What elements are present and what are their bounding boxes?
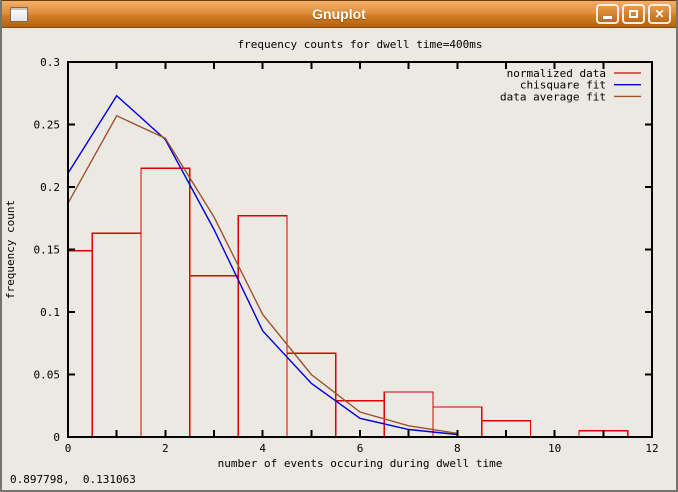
maximize-icon bbox=[629, 10, 638, 18]
fit-line-chisquare-fit bbox=[67, 94, 458, 436]
histogram-bar bbox=[189, 275, 239, 438]
close-icon: ✕ bbox=[654, 7, 665, 21]
legend-label-chisquare-fit: chisquare fit bbox=[520, 79, 606, 92]
minimize-icon bbox=[603, 16, 612, 19]
x-tick-label: 12 bbox=[645, 442, 658, 455]
window-title: Gnuplot bbox=[312, 6, 366, 22]
legend-label-normalized-data: normalized data bbox=[507, 67, 606, 80]
histogram-bar bbox=[67, 250, 93, 438]
minimize-button[interactable] bbox=[596, 4, 619, 24]
y-tick-label: 0.15 bbox=[34, 244, 61, 257]
y-axis-ticks: 0 0.05 0.1 0.15 0.2 0.25 0.3 bbox=[34, 56, 652, 444]
x-tick-label: 4 bbox=[259, 442, 266, 455]
plot-border bbox=[67, 61, 653, 438]
plot-canvas[interactable]: 0 2 4 6 8 10 12 0 0.05 0.1 0.15 0.2 0.25 0.3 frequency… bbox=[2, 28, 676, 490]
plot-title: frequency counts for dwell time=400ms bbox=[237, 38, 482, 51]
x-tick-label: 10 bbox=[548, 442, 561, 455]
y-tick-label: 0.25 bbox=[34, 119, 61, 132]
window-menu-icon[interactable] bbox=[10, 6, 28, 22]
series-data-average-fit bbox=[67, 114, 458, 434]
x-tick-label: 2 bbox=[162, 442, 169, 455]
series-chisquare-fit bbox=[67, 94, 458, 436]
x-tick-label: 8 bbox=[454, 442, 461, 455]
fit-line-data-average-fit bbox=[67, 114, 458, 434]
histogram-bar bbox=[91, 232, 142, 438]
plot-client-area: 0 2 4 6 8 10 12 0 0.05 0.1 0.15 0.2 0.25 0.3 frequency… bbox=[2, 28, 676, 490]
x-axis-ticks: 0 2 4 6 8 10 12 bbox=[65, 62, 659, 455]
histogram-bar bbox=[237, 215, 288, 438]
maximize-button[interactable] bbox=[622, 4, 645, 24]
x-tick-label: 6 bbox=[357, 442, 364, 455]
series-normalized-data bbox=[67, 167, 629, 438]
y-axis-label: frequency count bbox=[4, 200, 17, 299]
y-tick-label: 0.2 bbox=[40, 181, 60, 194]
y-tick-label: 0 bbox=[53, 431, 60, 444]
window-controls: ✕ bbox=[593, 4, 671, 24]
titlebar[interactable]: Gnuplot ✕ bbox=[2, 0, 676, 28]
y-tick-label: 0.1 bbox=[40, 306, 60, 319]
mouse-coordinates-readout: 0.897798, 0.131063 bbox=[10, 473, 136, 486]
histogram-bar bbox=[140, 167, 191, 438]
y-tick-label: 0.3 bbox=[40, 56, 60, 69]
y-tick-label: 0.05 bbox=[34, 369, 61, 382]
x-axis-label: number of events occuring during dwell t… bbox=[218, 457, 503, 470]
close-button[interactable]: ✕ bbox=[648, 4, 671, 24]
legend-label-data-average-fit: data average fit bbox=[500, 90, 606, 103]
x-tick-label: 0 bbox=[65, 442, 72, 455]
